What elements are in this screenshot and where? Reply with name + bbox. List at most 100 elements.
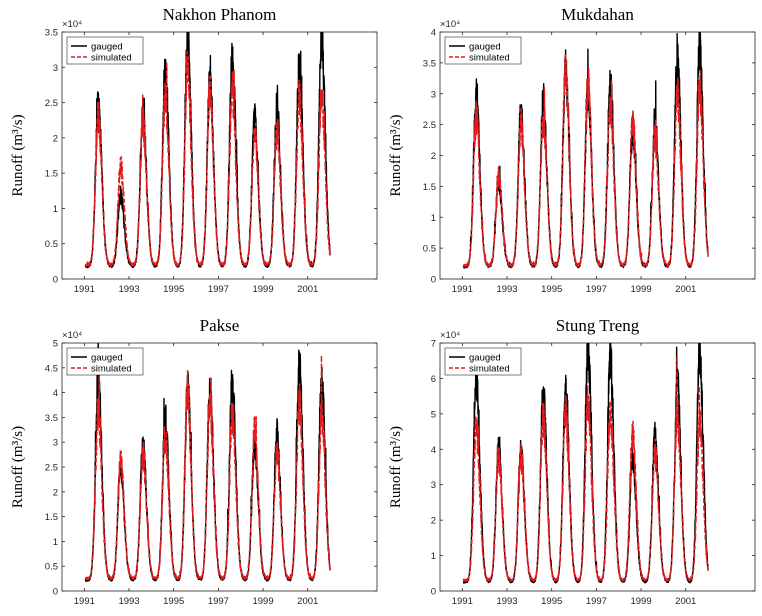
x-tick-label: 2001: [675, 284, 696, 295]
chart-panel-4: 0 1 2 3 4 5 6 7 1991 1993 1995 1997 1999 2001 ×10⁴ Stun…: [388, 316, 756, 607]
series-simulated-line: [84, 354, 331, 581]
y-tick-label: 3: [53, 63, 58, 74]
chart-title: Mukdahan: [561, 5, 634, 24]
y-tick-label: 0: [431, 275, 436, 286]
legend-label-simulated: simulated: [91, 363, 132, 374]
x-tick-label: 1993: [118, 284, 139, 295]
x-tick-label: 1997: [586, 284, 607, 295]
y-tick-label: 1.5: [423, 182, 436, 193]
series-group: [84, 32, 331, 269]
y-tick-label: 0: [53, 275, 58, 286]
x-tick-label: 1991: [74, 596, 95, 607]
chart-title: Stung Treng: [556, 316, 640, 335]
x-tick-label: 2001: [297, 596, 318, 607]
y-tick-label: 5: [431, 409, 436, 420]
y-tick-label: 2.5: [423, 120, 436, 131]
x-tick-label: 1995: [541, 284, 562, 295]
x-tick-label: 1999: [630, 596, 651, 607]
series-simulated-line: [462, 52, 709, 268]
plot-area: [61, 342, 378, 592]
y-tick-label: 2: [431, 151, 436, 162]
y-tick-label: 3.5: [45, 413, 58, 424]
chart-title: Nakhon Phanom: [163, 5, 277, 24]
y-tick-label: 1.5: [45, 169, 58, 180]
y-tick-label: 6: [431, 374, 436, 385]
legend-box: [66, 36, 144, 65]
y-tick-label: 1: [53, 537, 58, 548]
chart-panel-1: 0 0.5 1 1.5 2 2.5 3 3.5 1991 1993 1995 1997 1999 2001…: [10, 5, 378, 295]
y-tick-label: 4.5: [45, 363, 58, 374]
legend-box: [66, 347, 144, 376]
x-tick-label: 1997: [208, 596, 229, 607]
y-tick-label: 2.5: [45, 98, 58, 109]
y-tick-label: 7: [431, 339, 436, 350]
chart-panel-3: 0 0.5 1 1.5 2 2.5 3 3.5 4 4.5 5 1991 1993 1995 1997 199…: [10, 316, 378, 607]
x-tick-label: 1991: [74, 284, 95, 295]
y-tick-label: 0.5: [423, 244, 436, 255]
x-tick-label: 1995: [541, 596, 562, 607]
y-tick-label: 4: [431, 28, 436, 39]
y-scale-label: ×10⁴: [440, 330, 460, 341]
y-tick-label: 1: [53, 204, 58, 215]
x-tick-label: 1991: [452, 596, 473, 607]
x-tick-label: 1997: [586, 596, 607, 607]
x-tick-label: 1999: [630, 284, 651, 295]
x-tick-label: 1997: [208, 284, 229, 295]
x-tick-label: 1995: [163, 596, 184, 607]
y-tick-label: 2.5: [45, 463, 58, 474]
y-tick-label: 3: [431, 89, 436, 100]
y-tick-label: 2: [53, 133, 58, 144]
series-group: [84, 343, 331, 582]
legend-label-simulated: simulated: [469, 363, 510, 374]
y-tick-label: 1: [431, 213, 436, 224]
x-tick-label: 1999: [252, 284, 273, 295]
legend-box: [444, 36, 522, 65]
x-tick-label: 1995: [163, 284, 184, 295]
chart-title: Pakse: [200, 316, 240, 335]
chart-panel-2: 0 0.5 1 1.5 2 2.5 3 3.5 4 1991 1993 1995 1997 1999 200…: [388, 5, 756, 295]
x-tick-label: 1993: [496, 596, 517, 607]
series-group: [462, 343, 709, 584]
x-tick-label: 1999: [252, 596, 273, 607]
series-group: [462, 32, 709, 269]
y-scale-label: ×10⁴: [62, 330, 82, 341]
y-tick-label: 2: [431, 516, 436, 527]
y-axis-label: Runoff (m³/s): [388, 114, 404, 196]
series-simulated-line: [462, 354, 709, 583]
legend-label-gauged: gauged: [91, 41, 123, 52]
y-tick-label: 4: [431, 445, 436, 456]
x-tick-label: 1993: [496, 284, 517, 295]
y-tick-label: 3.5: [423, 58, 436, 69]
y-axis-label: Runoff (m³/s): [388, 426, 404, 508]
series-simulated-line: [84, 50, 331, 267]
y-axis-label: Runoff (m³/s): [10, 114, 26, 196]
y-tick-label: 1: [431, 551, 436, 562]
legend-label-gauged: gauged: [469, 41, 501, 52]
x-tick-label: 2001: [297, 284, 318, 295]
y-tick-label: 2: [53, 487, 58, 498]
x-tick-label: 1993: [118, 596, 139, 607]
y-scale-label: ×10⁴: [62, 19, 82, 30]
y-tick-label: 0.5: [45, 239, 58, 250]
x-tick-label: 2001: [675, 596, 696, 607]
y-axis-label: Runoff (m³/s): [10, 426, 26, 508]
y-tick-label: 3: [53, 438, 58, 449]
legend-label-gauged: gauged: [91, 352, 123, 363]
legend-label-simulated: simulated: [469, 52, 510, 63]
y-scale-label: ×10⁴: [440, 19, 460, 30]
y-tick-label: 1.5: [45, 512, 58, 523]
y-tick-label: 3: [431, 480, 436, 491]
y-tick-label: 4: [53, 388, 58, 399]
y-tick-label: 5: [53, 339, 58, 350]
legend-label-simulated: simulated: [91, 52, 132, 63]
legend-label-gauged: gauged: [469, 352, 501, 363]
legend-box: [444, 347, 522, 376]
y-tick-label: 0: [431, 587, 436, 598]
x-tick-label: 1991: [452, 284, 473, 295]
y-tick-label: 0: [53, 587, 58, 598]
